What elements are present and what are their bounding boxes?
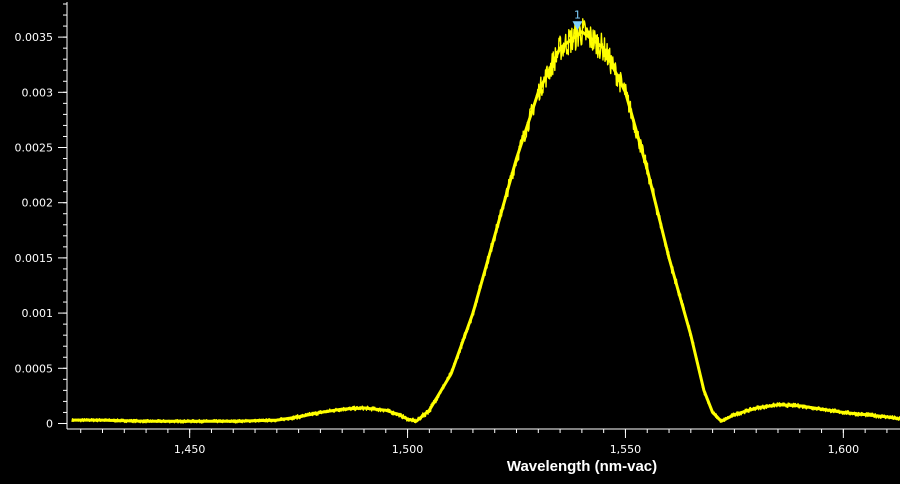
y-tick-label: 0.002 <box>22 197 54 210</box>
axis-layer: 0 0.0005 0.001 0.0015 0.002 0.0025 0.003 0.0035… <box>15 2 900 456</box>
x-tick-label: 1,550 <box>610 443 642 456</box>
y-tick-label: 0.003 <box>22 86 54 99</box>
x-tick-label: 1,450 <box>174 443 206 456</box>
spectrum-line <box>71 18 900 424</box>
y-tick-label: 0 <box>46 417 53 430</box>
y-tick-label: 0.0025 <box>15 142 54 155</box>
y-tick-label: 0.001 <box>22 307 54 320</box>
y-tick-label: 0.0005 <box>15 362 54 375</box>
x-tick-label: 1,500 <box>392 443 424 456</box>
x-axis-title: Wavelength (nm-vac) <box>507 458 657 475</box>
series-layer <box>71 18 900 424</box>
y-tick-label: 0.0035 <box>15 31 54 44</box>
y-tick-label: 0.0015 <box>15 252 54 265</box>
x-tick-label: 1,600 <box>828 443 860 456</box>
marker-layer: 1 <box>572 8 583 31</box>
peak-marker-icon <box>572 21 583 31</box>
peak-marker-label: 1 <box>574 8 581 21</box>
